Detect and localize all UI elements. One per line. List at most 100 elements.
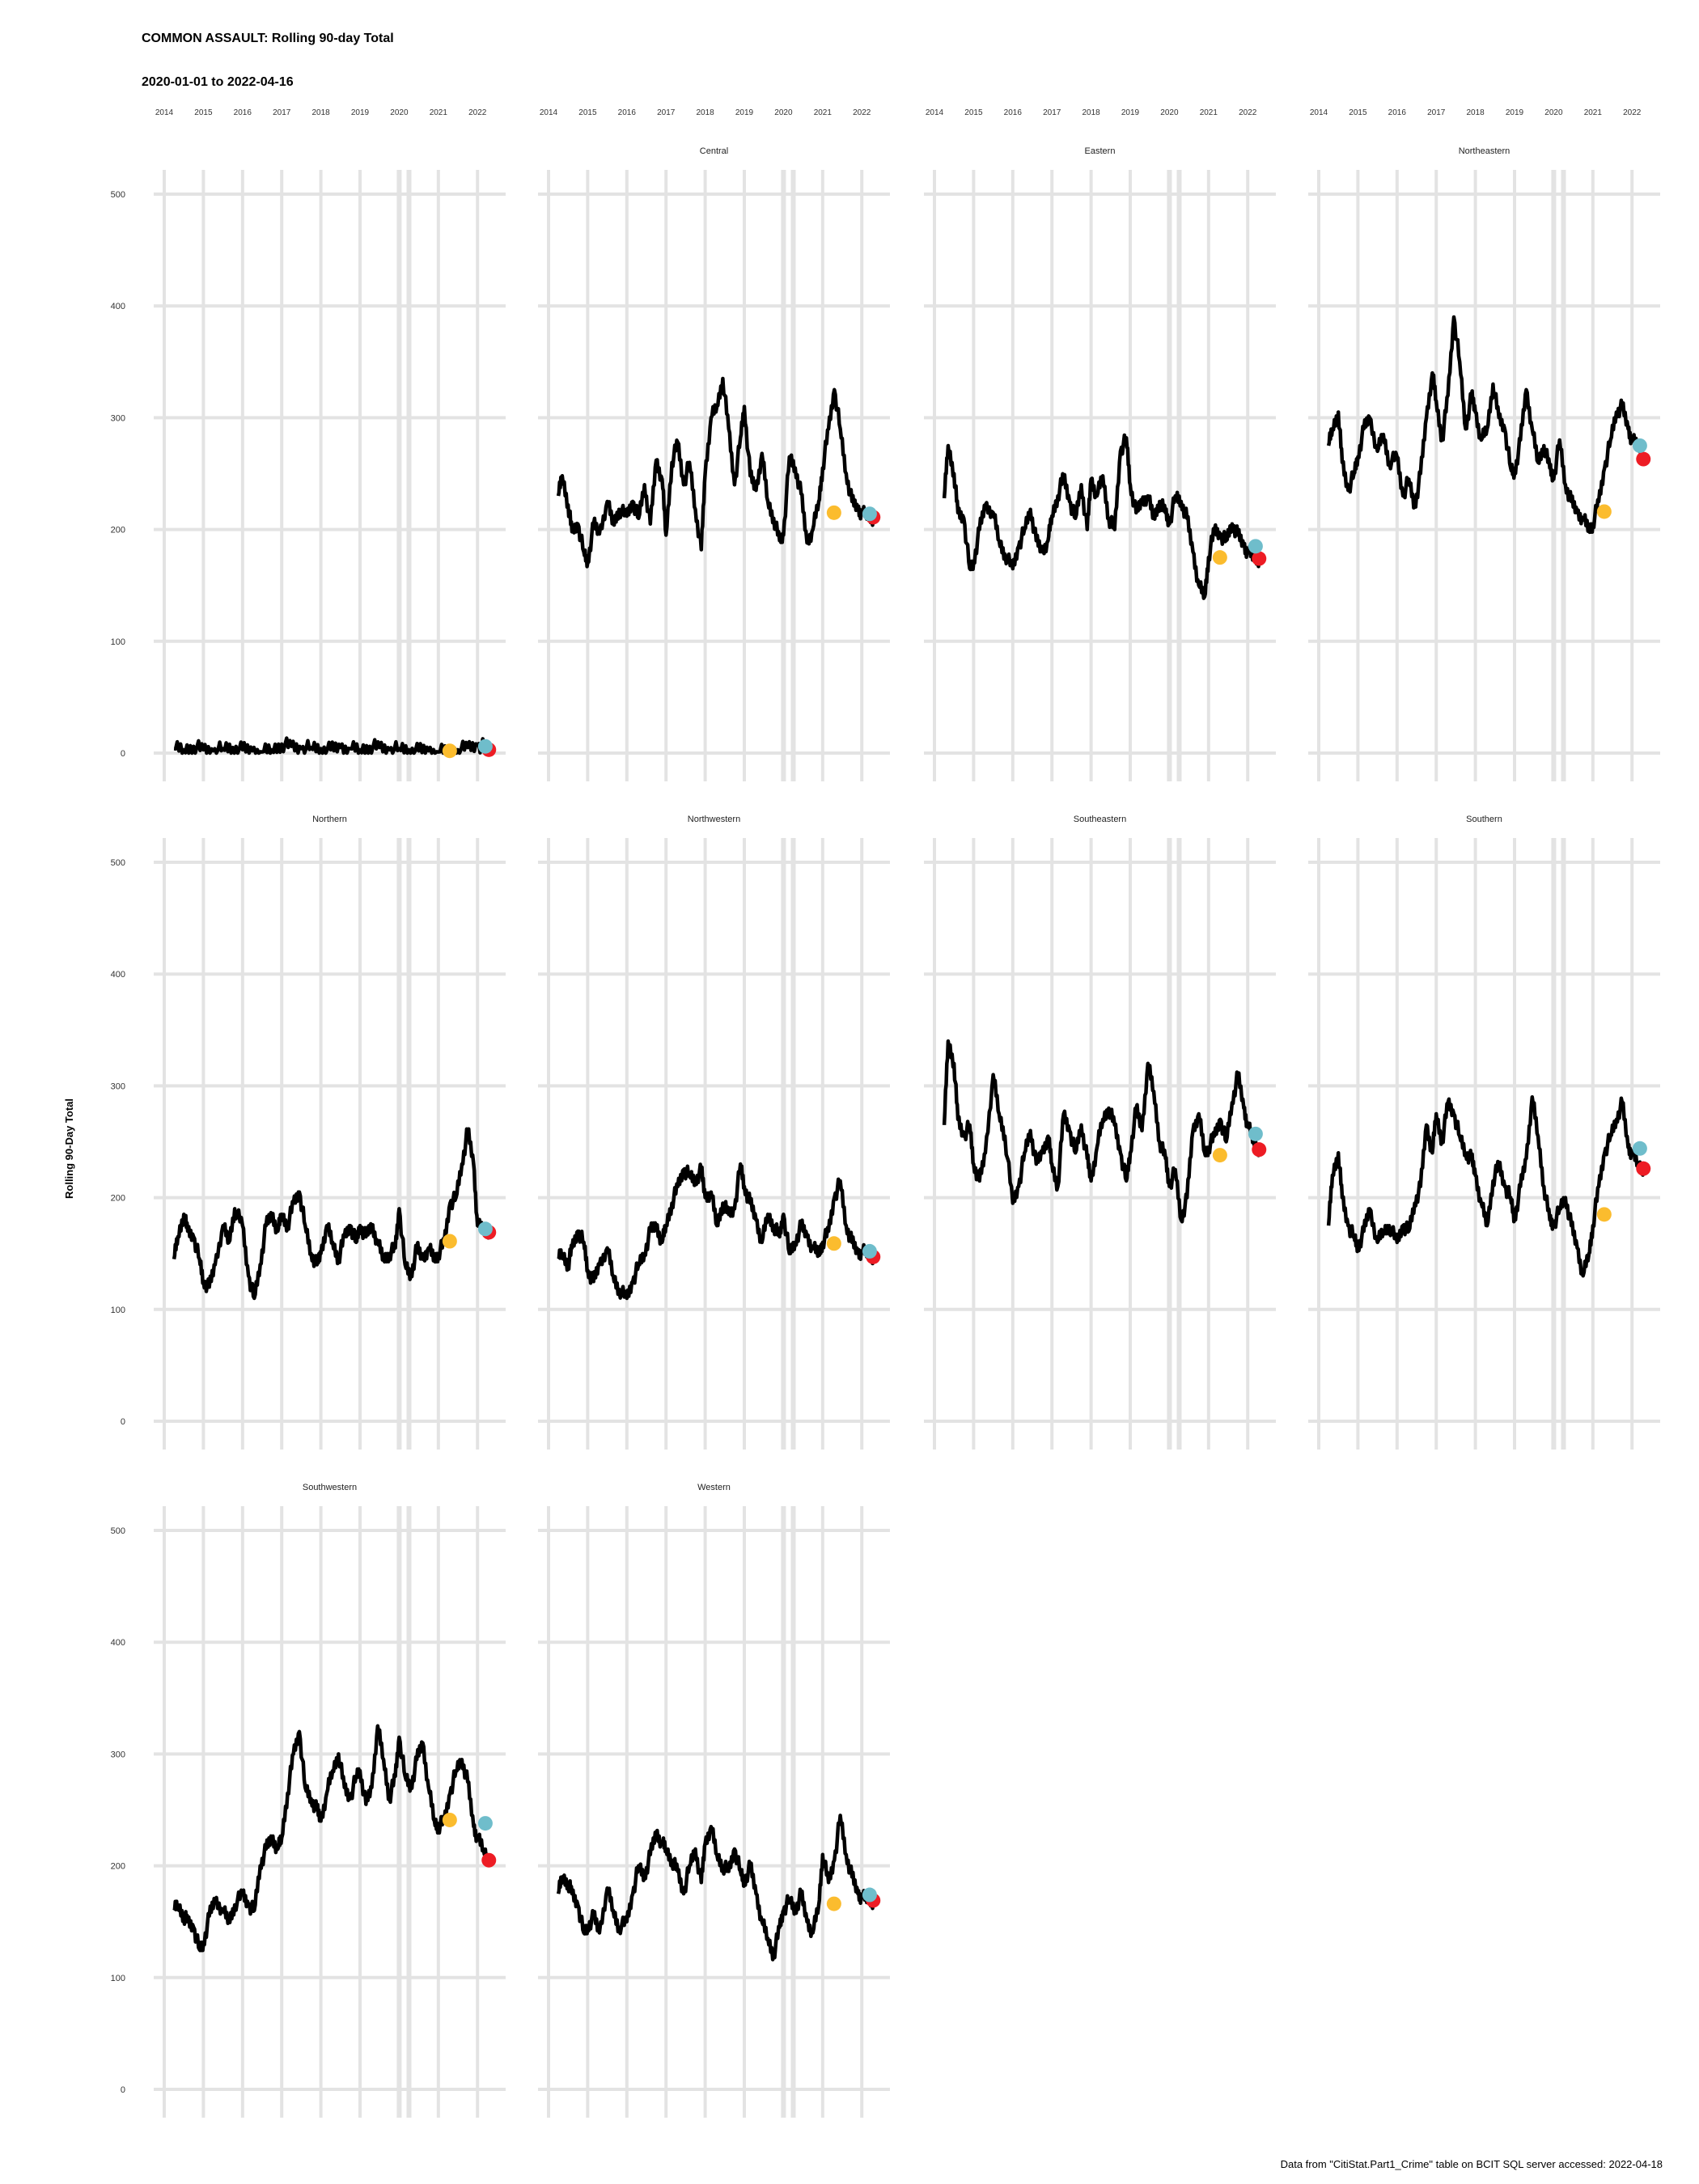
marker-prior-point bbox=[1632, 1141, 1647, 1156]
marker-prior-point bbox=[1248, 539, 1263, 554]
facet-strip-label: Southwestern bbox=[303, 1483, 357, 1492]
y-tick-label: 500 bbox=[111, 858, 125, 868]
marker-prior-point bbox=[862, 506, 877, 522]
x-tick-label: 2017 bbox=[273, 108, 291, 117]
x-tick-label: 2014 bbox=[926, 108, 944, 117]
marker-end-point bbox=[1636, 451, 1651, 467]
facet-panel: Southeastern bbox=[924, 815, 1276, 1450]
x-tick-label: 2014 bbox=[155, 108, 174, 117]
marker-start-point bbox=[442, 1234, 457, 1249]
x-tick-label: 2015 bbox=[964, 108, 983, 117]
x-tick-label: 2018 bbox=[696, 108, 714, 117]
x-tick-label: 2017 bbox=[1043, 108, 1061, 117]
x-tick-label: 2020 bbox=[1544, 108, 1563, 117]
marker-end-point bbox=[1252, 1142, 1267, 1158]
series-line bbox=[556, 376, 875, 569]
y-tick-label: 100 bbox=[111, 1306, 125, 1315]
marker-prior-point bbox=[1248, 1126, 1263, 1141]
marker-end-point bbox=[1252, 551, 1267, 566]
x-tick-label: 2014 bbox=[540, 108, 558, 117]
y-tick-label: 500 bbox=[111, 190, 125, 200]
series-line bbox=[942, 1039, 1261, 1224]
x-tick-label: 2018 bbox=[1466, 108, 1485, 117]
y-tick-label: 500 bbox=[111, 1526, 125, 1536]
facet-panel: Northwestern bbox=[538, 815, 890, 1450]
x-tick-label: 2021 bbox=[814, 108, 833, 117]
facet-panel: Western bbox=[538, 1483, 890, 2118]
x-tick-label: 2019 bbox=[1121, 108, 1140, 117]
marker-end-point bbox=[1636, 1161, 1651, 1176]
x-tick-label: 2022 bbox=[1623, 108, 1642, 117]
marker-prior-point bbox=[1632, 438, 1647, 453]
facet-strip-label: Northern bbox=[312, 815, 347, 824]
x-tick-label: 2022 bbox=[468, 108, 487, 117]
x-tick-label: 2021 bbox=[1584, 108, 1603, 117]
x-tick-label: 2019 bbox=[351, 108, 370, 117]
facet-strip-label: Northeastern bbox=[1459, 146, 1510, 156]
marker-start-point bbox=[826, 1236, 841, 1251]
facet-panel: 2014 2015 2016 2017 2018 2019 2020 2021 2022 Nort… bbox=[1308, 108, 1660, 781]
y-tick-label: 200 bbox=[111, 1194, 125, 1204]
series-line bbox=[172, 1724, 491, 1953]
x-tick-label: 2014 bbox=[1310, 108, 1328, 117]
x-tick-label: 2021 bbox=[1200, 108, 1218, 117]
facet-strip-label: Central bbox=[700, 146, 728, 156]
x-tick-label: 2020 bbox=[390, 108, 409, 117]
x-tick-label: 2019 bbox=[735, 108, 754, 117]
facet-panel: 2014 2015 2016 2017 2018 2019 2020 2021 2022 East… bbox=[924, 108, 1276, 781]
marker-start-point bbox=[826, 1896, 841, 1911]
marker-end-point bbox=[481, 1852, 497, 1868]
x-tick-label: 2017 bbox=[657, 108, 676, 117]
x-tick-label: 2016 bbox=[1388, 108, 1407, 117]
x-tick-label: 2020 bbox=[1160, 108, 1179, 117]
facet-panel: 0 100 200 300 400 500 Southwestern bbox=[111, 1483, 506, 2118]
series-line bbox=[942, 433, 1261, 600]
y-tick-label: 0 bbox=[121, 2085, 125, 2095]
y-tick-label: 400 bbox=[111, 1638, 125, 1648]
series-line bbox=[557, 1162, 875, 1301]
x-tick-label: 2018 bbox=[311, 108, 330, 117]
y-tick-label: 300 bbox=[111, 1081, 125, 1091]
x-tick-label: 2022 bbox=[1239, 108, 1257, 117]
facet-panel: 0 100 200 300 400 500 2014 2015 2016 2017 2018 2019… bbox=[111, 108, 506, 781]
chart-subtitle: 2020-01-01 to 2022-04-16 bbox=[142, 75, 294, 89]
facet-strip-label: Northwestern bbox=[688, 815, 740, 824]
marker-start-point bbox=[442, 743, 457, 759]
series-line bbox=[556, 1814, 875, 1962]
x-tick-label: 2015 bbox=[1349, 108, 1367, 117]
series-line bbox=[172, 1127, 491, 1301]
facet-panel: 2014 2015 2016 2017 2018 2019 2020 2021 2022 Cent… bbox=[538, 108, 890, 781]
y-tick-label: 400 bbox=[111, 302, 125, 311]
y-tick-label: 200 bbox=[111, 526, 125, 535]
chart-title: COMMON ASSAULT: Rolling 90-day Total bbox=[142, 32, 394, 45]
x-tick-label: 2021 bbox=[430, 108, 448, 117]
x-tick-label: 2020 bbox=[774, 108, 793, 117]
x-tick-label: 2016 bbox=[234, 108, 252, 117]
marker-start-point bbox=[826, 505, 841, 520]
x-tick-label: 2015 bbox=[194, 108, 213, 117]
x-tick-label: 2019 bbox=[1506, 108, 1524, 117]
marker-prior-point bbox=[477, 739, 493, 754]
y-tick-label: 100 bbox=[111, 1974, 125, 1983]
y-tick-label: 100 bbox=[111, 637, 125, 647]
facet-panel: Southern bbox=[1308, 815, 1660, 1450]
source-caption: Data from "CitiStat.Part1_Crime" table o… bbox=[1281, 2158, 1663, 2170]
x-tick-label: 2016 bbox=[618, 108, 637, 117]
facet-strip-label: Eastern bbox=[1085, 146, 1116, 156]
facet-panel: 0 100 200 300 400 500 Northern bbox=[111, 815, 506, 1450]
x-tick-label: 2016 bbox=[1004, 108, 1023, 117]
series-line bbox=[1326, 315, 1646, 535]
marker-start-point bbox=[1596, 504, 1612, 519]
series-line bbox=[1326, 1094, 1646, 1278]
y-tick-label: 200 bbox=[111, 1862, 125, 1872]
x-tick-label: 2018 bbox=[1082, 108, 1100, 117]
series-line bbox=[173, 736, 491, 756]
facet-panels: 0 100 200 300 400 500 2014 2015 2016 2017 2018 2019… bbox=[111, 108, 1660, 2118]
facet-strip-label: Western bbox=[697, 1483, 731, 1492]
marker-prior-point bbox=[477, 1816, 493, 1831]
marker-start-point bbox=[1212, 1148, 1227, 1163]
marker-prior-point bbox=[477, 1221, 493, 1237]
x-tick-label: 2017 bbox=[1427, 108, 1446, 117]
y-axis-title: Rolling 90-Day Total bbox=[63, 1098, 75, 1199]
